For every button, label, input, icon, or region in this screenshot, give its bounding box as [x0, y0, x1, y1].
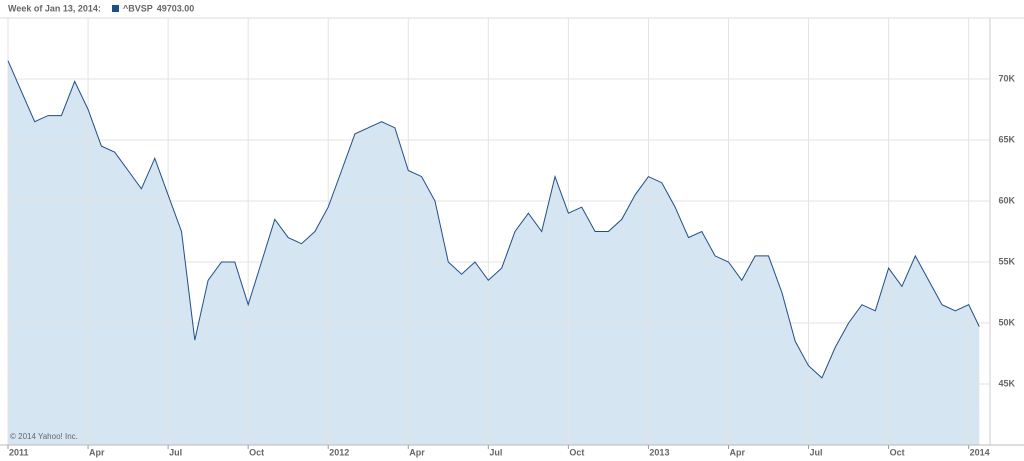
x-tick-label: 2012 — [329, 447, 349, 457]
x-tick-label: Jul — [489, 447, 502, 457]
y-tick-label: 45K — [998, 378, 1015, 388]
header-label: Week of Jan 13, 2014: — [8, 3, 101, 13]
y-tick-label: 60K — [998, 195, 1015, 205]
x-tick-label: Jul — [169, 447, 182, 457]
y-tick-label: 65K — [998, 134, 1015, 144]
legend-name: ^BVSP — [123, 3, 153, 13]
x-tick-label: Oct — [569, 447, 584, 457]
x-tick-label: Oct — [890, 447, 905, 457]
y-tick-label: 70K — [998, 73, 1015, 83]
area — [8, 60, 980, 445]
x-tick-label: Apr — [89, 447, 105, 457]
x-tick-label: Jul — [810, 447, 823, 457]
legend-value: 49703.00 — [157, 3, 195, 13]
line — [7, 60, 980, 379]
legend-swatch — [112, 5, 119, 12]
y-tick-label: 55K — [998, 256, 1015, 266]
x-tick-label: 2014 — [970, 447, 990, 457]
x-tick-label: Apr — [409, 447, 425, 457]
x-tick-label: Oct — [249, 447, 264, 457]
x-tick-label: Apr — [729, 447, 745, 457]
y-tick-label: 50K — [998, 317, 1015, 327]
x-tick-label: 2013 — [649, 447, 669, 457]
x-tick-label: 2011 — [9, 447, 29, 457]
credit: © 2014 Yahoo! Inc. — [10, 432, 78, 441]
